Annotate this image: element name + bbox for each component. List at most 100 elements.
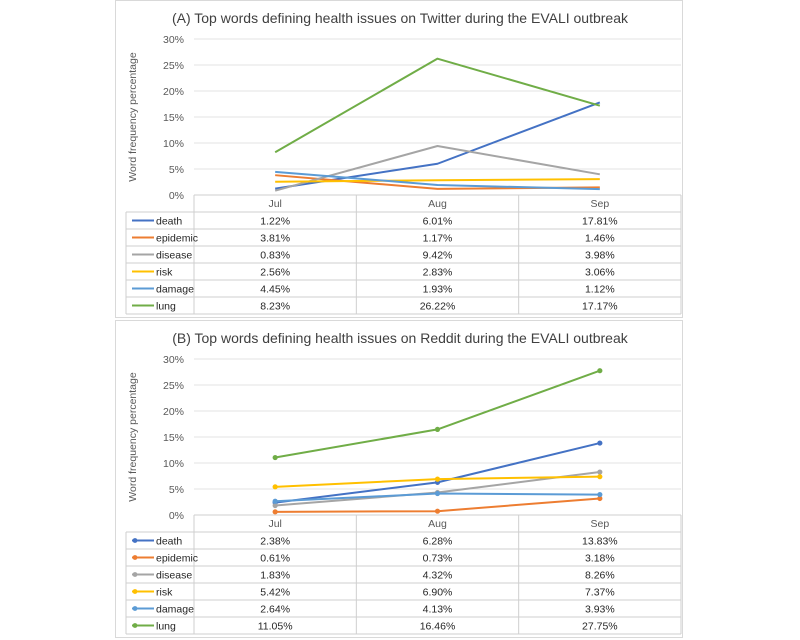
- legend-marker-disease: [132, 572, 138, 577]
- chart-title: (A) Top words defining health issues on …: [172, 10, 629, 26]
- y-tick-label: 0%: [169, 190, 184, 202]
- data-point-damage: [597, 491, 603, 498]
- data-label: 13.83%: [582, 536, 618, 548]
- series-line-lung: [274, 57, 601, 154]
- data-point-epidemic: [434, 508, 441, 514]
- y-axis-label: Word frequency percentage: [127, 52, 139, 182]
- data-label: 1.83%: [260, 570, 290, 582]
- y-tick-label: 25%: [163, 60, 184, 72]
- data-point-epidemic: [272, 509, 278, 515]
- data-label: 1.22%: [260, 216, 290, 228]
- y-tick-label: 5%: [169, 484, 184, 496]
- data-label: 3.93%: [585, 604, 615, 616]
- legend-label-death: death: [156, 216, 182, 228]
- data-label: 3.06%: [585, 267, 615, 279]
- legend-label-lung: lung: [156, 301, 176, 313]
- legend-label-risk: risk: [156, 267, 173, 279]
- data-label: 8.26%: [585, 570, 615, 582]
- data-label: 1.17%: [423, 233, 453, 245]
- x-tick-label: Aug: [428, 518, 447, 530]
- data-point-risk: [434, 476, 441, 482]
- legend-marker-death: [132, 538, 138, 543]
- x-tick-label: Jul: [268, 518, 281, 530]
- data-point-disease: [597, 469, 603, 475]
- legend-label-damage: damage: [156, 604, 194, 616]
- data-label: 8.23%: [260, 301, 290, 313]
- legend-marker-epidemic: [132, 555, 138, 560]
- data-label: 3.81%: [260, 233, 290, 245]
- legend-label-risk: risk: [156, 587, 173, 599]
- x-tick-label: Jul: [268, 198, 281, 210]
- y-tick-label: 10%: [163, 138, 184, 150]
- x-tick-label: Aug: [428, 198, 447, 210]
- data-label: 4.32%: [423, 570, 453, 582]
- y-tick-label: 30%: [163, 34, 184, 46]
- reddit-line-chart: (B) Top words defining health issues on …: [125, 330, 682, 635]
- data-label: 2.38%: [260, 536, 290, 548]
- data-label: 0.61%: [260, 553, 290, 565]
- data-label: 6.28%: [423, 536, 453, 548]
- legend-label-epidemic: epidemic: [156, 233, 198, 245]
- data-label: 9.42%: [423, 250, 453, 262]
- data-point-death: [597, 440, 603, 446]
- data-label: 4.45%: [260, 284, 290, 296]
- y-tick-label: 10%: [163, 458, 184, 470]
- data-label: 16.46%: [420, 621, 456, 633]
- legend-label-epidemic: epidemic: [156, 553, 198, 565]
- reddit-chart-panel: (B) Top words defining health issues on …: [115, 320, 683, 638]
- y-tick-label: 20%: [163, 406, 184, 418]
- data-label: 0.83%: [260, 250, 290, 262]
- data-point-epidemic: [597, 495, 603, 502]
- data-label: 3.18%: [585, 553, 615, 565]
- series-line-risk: [275, 178, 600, 183]
- data-label: 1.46%: [585, 233, 615, 245]
- legend-label-damage: damage: [156, 284, 194, 296]
- data-point-lung: [434, 426, 441, 433]
- twitter-chart-panel: (A) Top words defining health issues on …: [115, 0, 683, 318]
- x-tick-label: Sep: [590, 198, 609, 210]
- data-point-risk: [272, 484, 278, 490]
- data-label: 3.98%: [585, 250, 615, 262]
- y-tick-label: 15%: [163, 432, 184, 444]
- data-label: 4.13%: [423, 604, 453, 616]
- data-label: 7.37%: [585, 587, 615, 599]
- y-tick-label: 30%: [163, 354, 184, 366]
- data-label: 27.75%: [582, 621, 618, 633]
- y-tick-label: 15%: [163, 112, 184, 124]
- data-label: 0.73%: [423, 553, 453, 565]
- data-point-lung: [272, 454, 278, 461]
- data-label: 17.17%: [582, 301, 618, 313]
- legend-label-death: death: [156, 536, 182, 548]
- data-point-disease: [272, 502, 278, 509]
- data-label: 17.81%: [582, 216, 618, 228]
- data-point-damage: [434, 490, 441, 497]
- data-point-lung: [597, 368, 603, 374]
- data-label: 6.01%: [423, 216, 453, 228]
- legend-marker-damage: [132, 606, 138, 611]
- twitter-line-chart: (A) Top words defining health issues on …: [125, 10, 682, 315]
- x-tick-label: Sep: [590, 518, 609, 530]
- legend-label-lung: lung: [156, 621, 176, 633]
- data-label: 1.93%: [423, 284, 453, 296]
- series-line-damage: [275, 170, 600, 191]
- data-point-damage: [272, 498, 278, 504]
- data-label: 6.90%: [423, 587, 453, 599]
- legend-label-disease: disease: [156, 570, 192, 582]
- chart-title: (B) Top words defining health issues on …: [172, 330, 629, 346]
- data-label: 2.56%: [260, 267, 290, 279]
- y-tick-label: 5%: [169, 164, 184, 176]
- data-point-risk: [597, 474, 603, 480]
- y-axis-label: Word frequency percentage: [127, 372, 139, 502]
- data-label: 2.64%: [260, 604, 290, 616]
- legend-marker-risk: [132, 589, 138, 594]
- y-tick-label: 20%: [163, 86, 184, 98]
- y-tick-label: 25%: [163, 380, 184, 392]
- data-label: 2.83%: [423, 267, 453, 279]
- series-line-lung: [274, 369, 601, 459]
- data-label: 11.05%: [258, 621, 293, 633]
- data-label: 26.22%: [420, 301, 456, 313]
- legend-label-disease: disease: [156, 250, 192, 262]
- y-tick-label: 0%: [169, 510, 184, 522]
- legend-marker-lung: [132, 623, 138, 628]
- data-label: 1.12%: [585, 284, 615, 296]
